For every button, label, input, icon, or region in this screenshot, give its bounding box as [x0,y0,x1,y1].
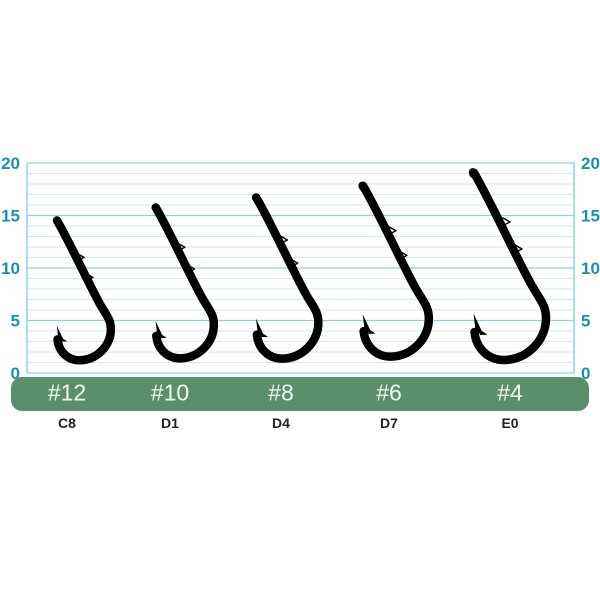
svg-text:5: 5 [581,312,590,331]
svg-text:D4: D4 [272,415,290,431]
svg-text:5: 5 [11,312,20,331]
svg-text:15: 15 [1,207,20,226]
svg-text:#8: #8 [268,380,294,406]
svg-text:C8: C8 [58,415,76,431]
svg-text:20: 20 [1,154,20,173]
svg-text:20: 20 [581,154,600,173]
svg-text:#4: #4 [497,380,523,406]
svg-text:10: 10 [581,259,600,278]
svg-text:10: 10 [1,259,20,278]
svg-text:15: 15 [581,207,600,226]
svg-text:D7: D7 [380,415,398,431]
svg-text:#10: #10 [151,380,189,406]
svg-text:D1: D1 [161,415,179,431]
svg-text:#6: #6 [376,380,402,406]
svg-text:#12: #12 [48,380,86,406]
svg-text:E0: E0 [501,415,518,431]
